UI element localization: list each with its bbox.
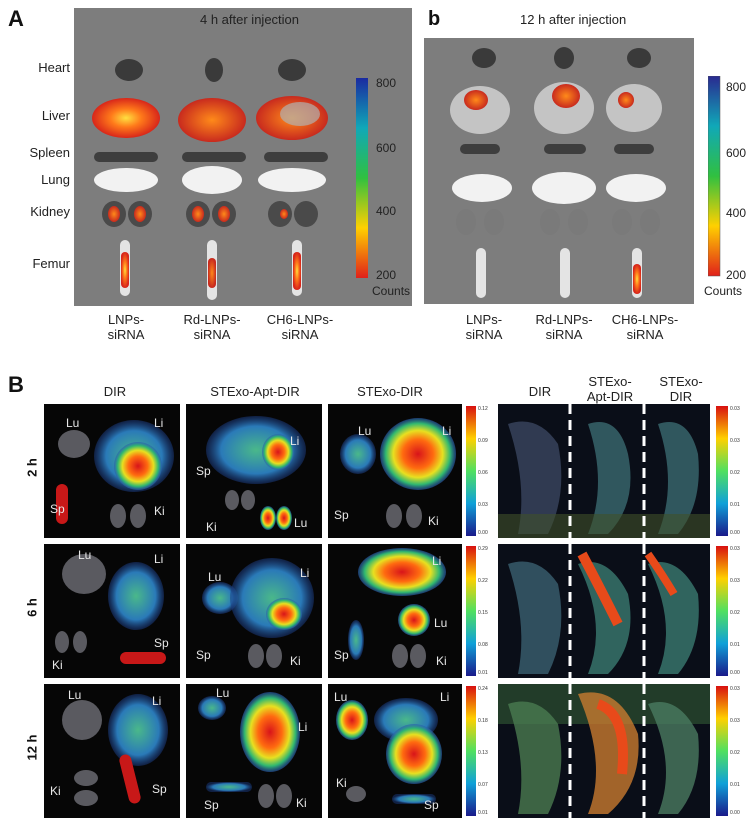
- mouse-image-12h: [498, 684, 710, 818]
- panel-b-letter: B: [8, 372, 24, 397]
- colorbar-b-unit: Counts: [704, 284, 743, 298]
- col-header-dir: DIR: [103, 384, 127, 399]
- panel-a-letter: A: [8, 6, 24, 31]
- subpanel-a-colorbar: [356, 78, 368, 278]
- row-label-2h: 2 h: [24, 458, 40, 477]
- organ-image-r2c2: Lu Li Ki Sp: [328, 684, 462, 818]
- mouse-header-stexo-dir: STExo- DIR: [659, 374, 703, 404]
- mouse-image-2h: [498, 404, 710, 538]
- organ-label-lung: Lung: [41, 172, 70, 187]
- subpanel-b-letter: b: [428, 8, 441, 30]
- mouse-header-dir: DIR: [528, 384, 552, 399]
- organ-colorbar-6h: 0.29 0.22 0.15 0.08 0.01: [466, 544, 494, 678]
- colorbar-a-unit: Counts: [372, 284, 411, 298]
- subpanel-b-title: 12 h after injection: [520, 12, 627, 27]
- colorbar-b-tick-600: 600: [726, 146, 747, 160]
- organ-colorbar-2h: 0.12 0.09 0.06 0.03 0.00: [466, 404, 494, 538]
- colorbar-a-tick-800: 800: [376, 76, 397, 90]
- group-b-lnps: LNPs-siRNA: [465, 312, 503, 342]
- group-a-rd-lnps: Rd-LNPs-siRNA: [183, 312, 241, 342]
- mouse-colorbar-6h: 0.03 0.03 0.02 0.01 0.00: [716, 544, 752, 678]
- colorbar-b-tick-400: 400: [726, 206, 747, 220]
- mouse-header-stexo-apt-dir: STExo- Apt-DIR: [586, 374, 634, 404]
- colorbar-b-tick-200: 200: [726, 268, 747, 282]
- organ-label-femur: Femur: [32, 256, 70, 271]
- group-b-ch6-lnps: CH6-LNPs-siRNA: [611, 312, 679, 342]
- colorbar-a-tick-400: 400: [376, 204, 397, 218]
- row-label-6h: 6 h: [24, 598, 40, 617]
- organ-image-r1c1: Lu Li Sp Ki: [186, 544, 322, 678]
- mouse-colorbar-2h: 0.03 0.03 0.02 0.01 0.00: [716, 404, 752, 538]
- subpanel-b-photo: [424, 38, 694, 304]
- organ-image-r0c2: Lu Li Sp Ki: [328, 404, 462, 538]
- colorbar-a-tick-200: 200: [376, 268, 397, 282]
- organ-colorbar-12h: 0.24 0.18 0.13 0.07 0.01: [466, 684, 494, 818]
- mouse-colorbar-12h: 0.03 0.03 0.02 0.01 0.00: [716, 684, 752, 818]
- organ-image-r1c2: Li Lu Sp Ki: [328, 544, 462, 678]
- organ-image-r2c1: Lu Li Sp Ki: [186, 684, 322, 818]
- organ-label-spleen: Spleen: [29, 145, 70, 160]
- organ-image-r0c1: Li Sp Ki Lu: [186, 404, 322, 538]
- subpanel-b-colorbar: [708, 76, 721, 277]
- organ-image-r0c0: Lu Li Sp Ki: [44, 404, 180, 538]
- organ-label-heart: Heart: [38, 60, 70, 75]
- subpanel-a-organs-image: [92, 58, 368, 300]
- colorbar-a-tick-600: 600: [376, 141, 397, 155]
- organ-label-liver: Liver: [41, 108, 70, 123]
- organ-image-r2c0: Lu Li Ki Sp: [44, 684, 180, 818]
- subpanel-b-organs-image: [450, 47, 666, 298]
- organ-label-kidney: Kidney: [30, 204, 70, 219]
- mouse-image-6h: [498, 544, 710, 678]
- group-b-rd-lnps: Rd-LNPs-siRNA: [535, 312, 593, 342]
- row-label-12h: 12 h: [24, 734, 40, 761]
- col-header-stexo-dir: STExo-DIR: [357, 384, 423, 399]
- organ-image-r1c0: Lu Li Ki Sp: [44, 544, 180, 678]
- col-header-stexo-apt-dir: STExo-Apt-DIR: [210, 384, 300, 399]
- group-a-lnps: LNPs-siRNA: [107, 312, 145, 342]
- subpanel-a-photo: [74, 8, 412, 306]
- group-a-ch6-lnps: CH6-LNPs-siRNA: [266, 312, 334, 342]
- subpanel-a-title: 4 h after injection: [200, 12, 300, 27]
- colorbar-b-tick-800: 800: [726, 80, 747, 94]
